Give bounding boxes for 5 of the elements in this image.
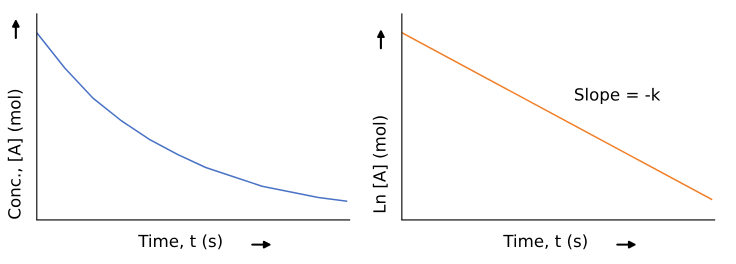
y-axis-title: Conc., [A] (mol) xyxy=(8,90,23,219)
x-axis-title: Time, t (s) xyxy=(503,234,587,250)
annotation: Slope = -k xyxy=(574,88,660,104)
y-axis-title: Ln [A] (mol) xyxy=(372,116,388,212)
x-axis-title: Time, t (s) xyxy=(138,234,222,250)
